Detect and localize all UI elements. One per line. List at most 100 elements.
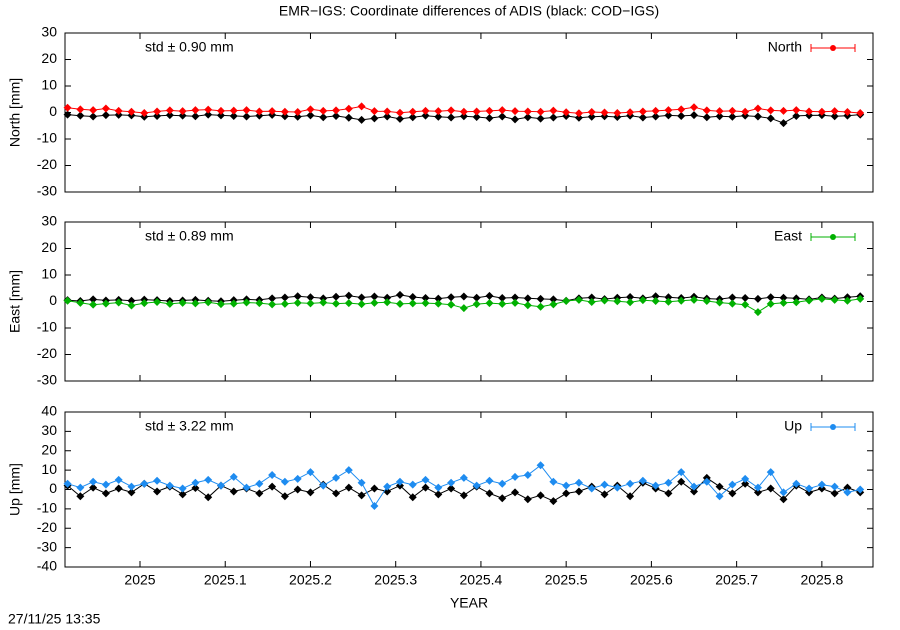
data-point [715, 492, 724, 501]
data-point [511, 298, 520, 307]
data-point [485, 489, 494, 498]
data-point [459, 112, 468, 121]
data-point [753, 104, 762, 113]
data-point [216, 111, 225, 120]
y-axis-label: North [mm] [7, 78, 23, 147]
data-point [779, 298, 788, 307]
data-point [843, 296, 852, 305]
data-point [677, 477, 686, 486]
data-point [434, 107, 443, 116]
legend-label: Up [784, 418, 802, 434]
data-point [370, 501, 379, 510]
data-point [753, 488, 762, 497]
data-point [344, 291, 353, 300]
data-point [702, 113, 711, 122]
y-tick-label: 10 [41, 461, 57, 477]
data-point [293, 292, 302, 301]
data-point [843, 488, 852, 497]
y-axis-label: Up [mm] [7, 463, 23, 516]
data-point [140, 109, 149, 118]
data-point [600, 480, 609, 489]
data-point [421, 475, 430, 484]
data-point [817, 480, 826, 489]
data-point [511, 488, 520, 497]
data-point [280, 112, 289, 121]
data-point [63, 110, 72, 119]
data-point [357, 300, 366, 309]
data-point [408, 480, 417, 489]
data-point [306, 111, 315, 120]
y-tick-label: -10 [37, 130, 57, 146]
data-point [677, 468, 686, 477]
data-point [395, 114, 404, 123]
data-point [127, 296, 136, 305]
data-point [715, 107, 724, 116]
data-point [523, 495, 532, 504]
data-point [370, 107, 379, 116]
data-point [447, 106, 456, 115]
data-point [101, 104, 110, 113]
data-point [63, 296, 72, 305]
data-point [344, 466, 353, 475]
data-point [511, 472, 520, 481]
y-tick-label: 10 [41, 266, 57, 282]
data-point [677, 296, 686, 305]
data-point [728, 112, 737, 121]
data-point [523, 301, 532, 310]
y-tick-label: 20 [41, 441, 57, 457]
data-point [485, 291, 494, 300]
data-point [664, 293, 673, 302]
data-point [242, 112, 251, 121]
y-tick-label: 30 [41, 422, 57, 438]
data-point [255, 299, 264, 308]
data-point [280, 492, 289, 501]
y-tick-label: 0 [49, 292, 57, 308]
data-point [357, 478, 366, 487]
data-point [587, 484, 596, 493]
data-point [562, 296, 571, 305]
data-point [344, 104, 353, 113]
y-tick-label: 40 [41, 403, 57, 419]
data-point [459, 292, 468, 301]
data-point [651, 292, 660, 301]
data-point [280, 107, 289, 116]
data-point [140, 479, 149, 488]
data-point [549, 497, 558, 506]
data-point [268, 482, 277, 491]
x-tick-label: 2025.5 [545, 572, 588, 588]
chart-title: EMR−IGS: Coordinate differences of ADIS … [279, 3, 659, 19]
data-point [447, 293, 456, 302]
data-point [536, 294, 545, 303]
legend-marker [830, 424, 836, 430]
data-point [306, 105, 315, 114]
data-point [434, 483, 443, 492]
y-tick-label: 20 [41, 50, 57, 66]
data-point [485, 476, 494, 485]
data-point [498, 106, 507, 115]
data-point [817, 107, 826, 116]
data-point [536, 107, 545, 116]
data-point [319, 294, 328, 303]
data-point [229, 472, 238, 481]
data-point [408, 292, 417, 301]
data-point [395, 477, 404, 486]
data-point [127, 301, 136, 310]
data-point [523, 107, 532, 116]
x-tick-label: 2025.3 [374, 572, 417, 588]
data-point [536, 461, 545, 470]
data-point [664, 489, 673, 498]
data-point [587, 298, 596, 307]
x-tick-label: 2025.7 [715, 572, 758, 588]
y-tick-label: 20 [41, 239, 57, 255]
data-point [319, 113, 328, 122]
series [63, 294, 865, 317]
data-point [165, 299, 174, 308]
data-point [332, 299, 341, 308]
data-point [153, 107, 162, 116]
data-point [562, 108, 571, 117]
data-point [792, 111, 801, 120]
data-point [332, 473, 341, 482]
data-point [485, 106, 494, 115]
data-point [562, 489, 571, 498]
data-point [255, 489, 264, 498]
